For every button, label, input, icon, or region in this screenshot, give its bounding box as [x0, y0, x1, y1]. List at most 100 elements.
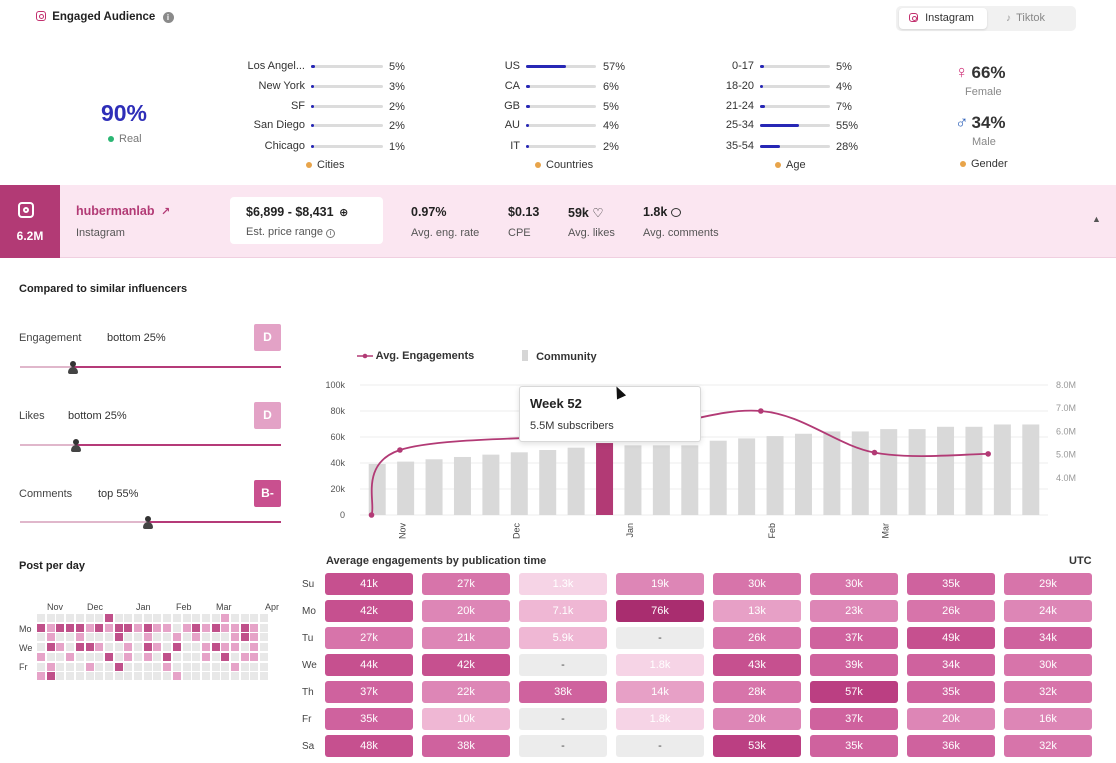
ppd-cell[interactable]	[201, 623, 210, 632]
ppd-cell[interactable]	[46, 614, 55, 622]
ppd-cell[interactable]	[201, 633, 210, 642]
ppd-cell[interactable]	[153, 672, 162, 681]
bar[interactable]	[908, 429, 926, 515]
heatmap-cell[interactable]: 1.3k	[519, 573, 607, 595]
ppd-cell[interactable]	[172, 643, 181, 652]
heatmap-cell[interactable]: -	[616, 627, 704, 649]
ppd-cell[interactable]	[95, 633, 104, 642]
bar[interactable]	[880, 429, 898, 515]
ppd-cell[interactable]	[124, 652, 133, 661]
heatmap-cell[interactable]: 49k	[907, 627, 995, 649]
heatmap-cell[interactable]: 7.1k	[519, 600, 607, 622]
heatmap-cell[interactable]: 36k	[907, 735, 995, 757]
heatmap-cell[interactable]: -	[519, 708, 607, 730]
heatmap-cell[interactable]: 34k	[907, 654, 995, 676]
ppd-cell[interactable]	[221, 633, 230, 642]
heatmap-cell[interactable]: 19k	[616, 573, 704, 595]
ppd-cell[interactable]	[211, 633, 220, 642]
ppd-cell[interactable]	[37, 662, 45, 671]
ppd-cell[interactable]	[182, 662, 191, 671]
ppd-cell[interactable]	[250, 643, 259, 652]
ppd-cell[interactable]	[182, 643, 191, 652]
ppd-cell[interactable]	[66, 633, 75, 642]
ppd-cell[interactable]	[192, 662, 201, 671]
ppd-cell[interactable]	[192, 633, 201, 642]
ppd-cell[interactable]	[260, 623, 269, 632]
ppd-cell[interactable]	[37, 643, 45, 652]
heatmap-cell[interactable]: 16k	[1004, 708, 1092, 730]
heatmap-cell[interactable]: 42k	[422, 654, 510, 676]
ppd-cell[interactable]	[250, 662, 259, 671]
ppd-cell[interactable]	[221, 614, 230, 622]
ppd-cell[interactable]	[192, 643, 201, 652]
ppd-cell[interactable]	[221, 672, 230, 681]
ppd-cell[interactable]	[231, 614, 239, 622]
heatmap-cell[interactable]: 57k	[810, 681, 898, 703]
ppd-cell[interactable]	[85, 633, 94, 642]
heatmap-cell[interactable]: 28k	[713, 681, 801, 703]
ppd-cell[interactable]	[134, 614, 142, 622]
bar[interactable]	[851, 431, 869, 515]
ppd-cell[interactable]	[260, 614, 269, 622]
ppd-cell[interactable]	[114, 652, 123, 661]
ppd-cell[interactable]	[37, 652, 45, 661]
heatmap-cell[interactable]: 39k	[810, 654, 898, 676]
ppd-cell[interactable]	[260, 652, 269, 661]
ppd-cell[interactable]	[201, 614, 210, 622]
bar[interactable]	[510, 452, 528, 515]
ppd-cell[interactable]	[192, 672, 201, 681]
ppd-cell[interactable]	[172, 672, 181, 681]
ppd-cell[interactable]	[56, 662, 65, 671]
heatmap-cell[interactable]: -	[616, 735, 704, 757]
ppd-cell[interactable]	[37, 614, 45, 622]
ppd-cell[interactable]	[104, 672, 113, 681]
ppd-cell[interactable]	[37, 623, 45, 632]
ppd-cell[interactable]	[75, 652, 84, 661]
ppd-cell[interactable]	[95, 672, 104, 681]
ppd-cell[interactable]	[260, 672, 269, 681]
ppd-cell[interactable]	[56, 643, 65, 652]
heatmap-cell[interactable]: 20k	[907, 708, 995, 730]
legend-community[interactable]: Community	[522, 350, 597, 363]
bar[interactable]	[965, 426, 983, 515]
ppd-cell[interactable]	[240, 643, 249, 652]
ppd-cell[interactable]	[221, 623, 230, 632]
ppd-cell[interactable]	[163, 633, 172, 642]
ppd-cell[interactable]	[95, 662, 104, 671]
ppd-cell[interactable]	[114, 672, 123, 681]
ppd-cell[interactable]	[211, 614, 220, 622]
heatmap-cell[interactable]: 20k	[422, 600, 510, 622]
ppd-cell[interactable]	[172, 633, 181, 642]
ppd-cell[interactable]	[104, 614, 113, 622]
ppd-cell[interactable]	[172, 614, 181, 622]
ppd-cell[interactable]	[95, 614, 104, 622]
heatmap-cell[interactable]: 35k	[907, 573, 995, 595]
heatmap-cell[interactable]: 5.9k	[519, 627, 607, 649]
bar[interactable]	[681, 445, 699, 515]
ppd-cell[interactable]	[182, 652, 191, 661]
ppd-cell[interactable]	[231, 633, 239, 642]
ppd-cell[interactable]	[104, 623, 113, 632]
ppd-cell[interactable]	[56, 672, 65, 681]
ppd-cell[interactable]	[231, 652, 239, 661]
heatmap-cell[interactable]: 10k	[422, 708, 510, 730]
ppd-cell[interactable]	[163, 672, 172, 681]
heatmap-cell[interactable]: 29k	[1004, 573, 1092, 595]
ppd-cell[interactable]	[231, 643, 239, 652]
ppd-cell[interactable]	[104, 662, 113, 671]
heatmap-cell[interactable]: 32k	[1004, 735, 1092, 757]
ppd-cell[interactable]	[46, 643, 55, 652]
heatmap-cell[interactable]: 48k	[325, 735, 413, 757]
ppd-cell[interactable]	[211, 662, 220, 671]
bar[interactable]	[993, 424, 1011, 515]
ppd-cell[interactable]	[182, 672, 191, 681]
ppd-cell[interactable]	[201, 643, 210, 652]
bar[interactable]	[482, 454, 500, 515]
ppd-cell[interactable]	[231, 623, 239, 632]
heatmap-cell[interactable]: 37k	[810, 708, 898, 730]
ppd-cell[interactable]	[240, 672, 249, 681]
bar[interactable]	[425, 459, 443, 515]
ppd-cell[interactable]	[211, 643, 220, 652]
ppd-cell[interactable]	[143, 652, 152, 661]
bar[interactable]	[567, 447, 585, 515]
